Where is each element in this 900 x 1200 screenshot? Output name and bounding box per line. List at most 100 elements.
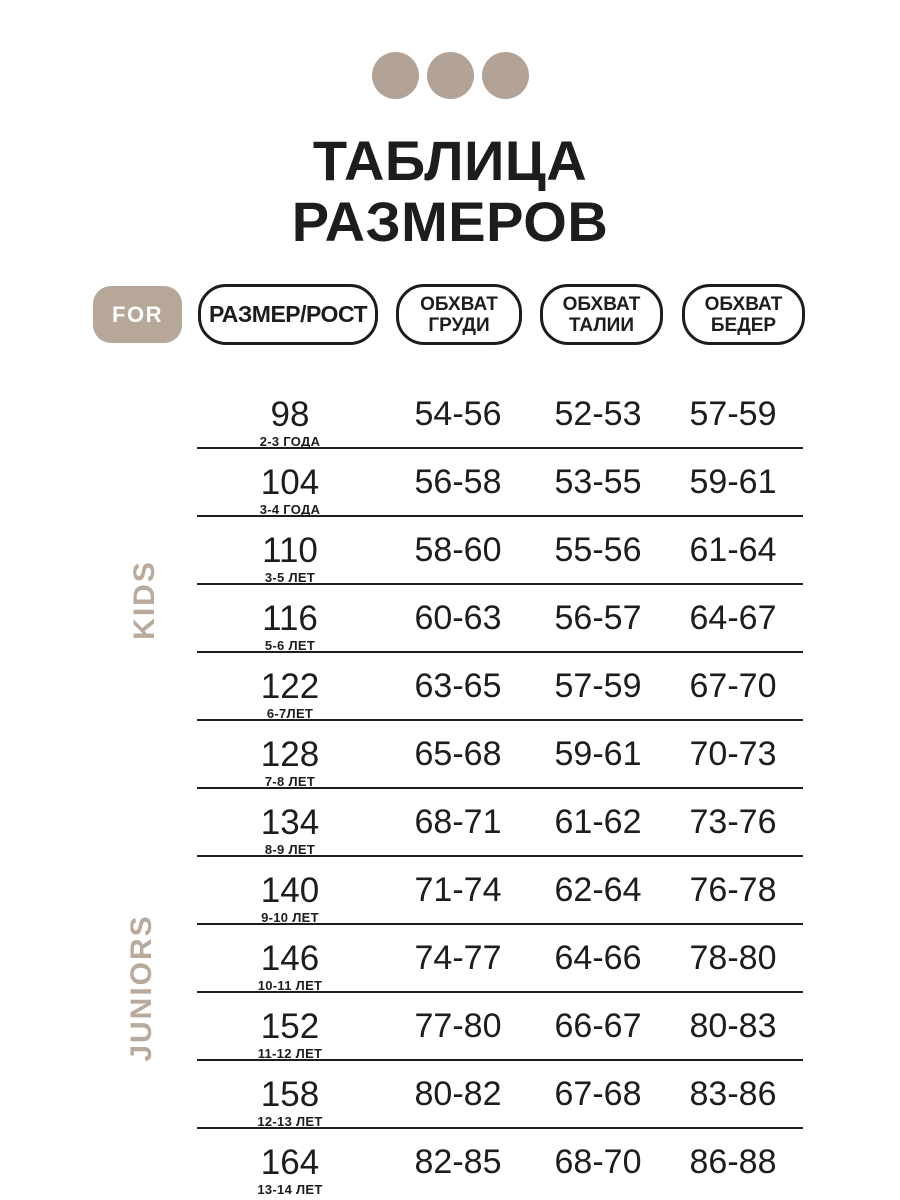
size-value: 152 — [260, 1006, 320, 1046]
size-value: 122 — [260, 666, 320, 706]
juniors-group-label: JUNIORS — [125, 914, 158, 1062]
size-cell: 110 3-5 ЛЕТ — [197, 530, 383, 584]
waist-cell: 52-53 — [554, 395, 642, 433]
hips-cell: 59-61 — [689, 463, 777, 501]
size-value: 116 — [262, 598, 318, 638]
column-header-waist-line1: ОБХВАТ — [562, 293, 641, 315]
chest-cell: 60-63 — [414, 599, 502, 637]
size-value: 158 — [260, 1074, 320, 1114]
column-header-hips-line2: БЕДЕР — [710, 314, 777, 336]
dot-icon — [481, 52, 529, 99]
dot-icon — [371, 52, 419, 99]
kids-group-label: KIDS — [128, 560, 161, 640]
chest-cell: 54-56 — [414, 395, 502, 433]
size-value: 104 — [260, 462, 320, 502]
column-header-hips: ОБХВАТ БЕДЕР — [682, 284, 805, 345]
size-cell: 146 10-11 ЛЕТ — [197, 938, 383, 992]
waist-cell: 66-67 — [554, 1007, 642, 1045]
size-value: 128 — [260, 734, 320, 774]
waist-cell: 61-62 — [554, 803, 642, 841]
size-cell: 128 7-8 ЛЕТ — [197, 734, 383, 788]
waist-cell: 55-56 — [554, 531, 642, 569]
table-row: 122 6-7ЛЕТ 63-65 57-59 67-70 — [197, 653, 803, 721]
chest-cell: 71-74 — [414, 871, 502, 909]
size-table: 98 2-3 ГОДА 54-56 52-53 57-59 104 3-4 ГО… — [197, 381, 803, 1196]
table-row: 140 9-10 ЛЕТ 71-74 62-64 76-78 — [197, 857, 803, 925]
age-label: 9-10 ЛЕТ — [261, 909, 319, 925]
size-cell: 104 3-4 ГОДА — [197, 462, 383, 516]
chest-cell: 56-58 — [414, 463, 502, 501]
hips-cell: 78-80 — [689, 939, 777, 977]
decor-dots — [0, 52, 900, 99]
size-cell: 164 13-14 ЛЕТ — [197, 1145, 383, 1196]
table-header: FOR РАЗМЕР/РОСТ ОБХВАТ ГРУДИ ОБХВАТ ТАЛИ… — [0, 284, 900, 348]
page-title-line2: РАЗМЕРОВ — [291, 190, 609, 253]
waist-cell: 64-66 — [554, 939, 642, 977]
table-row: 128 7-8 ЛЕТ 65-68 59-61 70-73 — [197, 721, 803, 789]
waist-cell: 53-55 — [554, 463, 642, 501]
table-row: 98 2-3 ГОДА 54-56 52-53 57-59 — [197, 381, 803, 449]
table-row: 146 10-11 ЛЕТ 74-77 64-66 78-80 — [197, 925, 803, 993]
column-header-chest-line2: ГРУДИ — [428, 314, 490, 336]
hips-cell: 86-88 — [689, 1143, 777, 1181]
chest-cell: 80-82 — [414, 1075, 502, 1113]
chest-cell: 65-68 — [414, 735, 502, 773]
waist-cell: 62-64 — [554, 871, 642, 909]
waist-cell: 67-68 — [554, 1075, 642, 1113]
hips-cell: 57-59 — [689, 395, 777, 433]
chest-cell: 68-71 — [414, 803, 502, 841]
size-value: 146 — [260, 938, 320, 978]
table-row: 134 8-9 ЛЕТ 68-71 61-62 73-76 — [197, 789, 803, 857]
age-label: 10-11 ЛЕТ — [257, 977, 323, 993]
size-cell: 116 5-6 ЛЕТ — [197, 598, 383, 652]
waist-cell: 68-70 — [554, 1143, 642, 1181]
hips-cell: 70-73 — [689, 735, 777, 773]
hips-cell: 83-86 — [689, 1075, 777, 1113]
table-row: 104 3-4 ГОДА 56-58 53-55 59-61 — [197, 449, 803, 517]
page-title: ТАБЛИЦА РАЗМЕРОВ — [0, 130, 900, 252]
chest-cell: 74-77 — [414, 939, 502, 977]
age-label: 5-6 ЛЕТ — [264, 637, 316, 653]
waist-cell: 59-61 — [554, 735, 642, 773]
hips-cell: 73-76 — [689, 803, 777, 841]
column-header-chest: ОБХВАТ ГРУДИ — [396, 284, 522, 345]
hips-cell: 80-83 — [689, 1007, 777, 1045]
age-label: 3-4 ГОДА — [259, 501, 321, 517]
hips-cell: 64-67 — [689, 599, 777, 637]
column-header-waist-line2: ТАЛИИ — [568, 314, 634, 336]
age-label: 8-9 ЛЕТ — [264, 841, 316, 857]
size-cell: 158 12-13 ЛЕТ — [197, 1074, 383, 1128]
size-value: 110 — [262, 530, 318, 570]
size-value: 140 — [260, 870, 320, 910]
hips-cell: 67-70 — [689, 667, 777, 705]
waist-cell: 56-57 — [554, 599, 642, 637]
age-label: 6-7ЛЕТ — [266, 705, 314, 721]
size-cell: 140 9-10 ЛЕТ — [197, 870, 383, 924]
size-cell: 98 2-3 ГОДА — [197, 394, 383, 448]
column-header-waist: ОБХВАТ ТАЛИИ — [540, 284, 663, 345]
age-label: 12-13 ЛЕТ — [257, 1113, 323, 1129]
age-label: 7-8 ЛЕТ — [264, 773, 316, 789]
column-header-size-label: РАЗМЕР/РОСТ — [208, 301, 368, 327]
chest-cell: 77-80 — [414, 1007, 502, 1045]
size-cell: 122 6-7ЛЕТ — [197, 666, 383, 720]
size-value: 134 — [260, 802, 320, 842]
chest-cell: 63-65 — [414, 667, 502, 705]
size-cell: 134 8-9 ЛЕТ — [197, 802, 383, 856]
column-header-size: РАЗМЕР/РОСТ — [198, 284, 378, 345]
hips-cell: 61-64 — [689, 531, 777, 569]
table-row: 152 11-12 ЛЕТ 77-80 66-67 80-83 — [197, 993, 803, 1061]
table-row: 116 5-6 ЛЕТ 60-63 56-57 64-67 — [197, 585, 803, 653]
column-header-chest-line1: ОБХВАТ — [420, 293, 498, 315]
size-value: 98 — [270, 394, 310, 434]
column-header-hips-line1: ОБХВАТ — [704, 293, 783, 315]
waist-cell: 57-59 — [554, 667, 642, 705]
hips-cell: 76-78 — [689, 871, 777, 909]
age-label: 13-14 ЛЕТ — [257, 1181, 323, 1197]
chest-cell: 82-85 — [414, 1143, 502, 1181]
table-row: 158 12-13 ЛЕТ 80-82 67-68 83-86 — [197, 1061, 803, 1129]
size-cell: 152 11-12 ЛЕТ — [197, 1006, 383, 1060]
table-row: 164 13-14 ЛЕТ 82-85 68-70 86-88 — [197, 1129, 803, 1196]
chest-cell: 58-60 — [414, 531, 502, 569]
